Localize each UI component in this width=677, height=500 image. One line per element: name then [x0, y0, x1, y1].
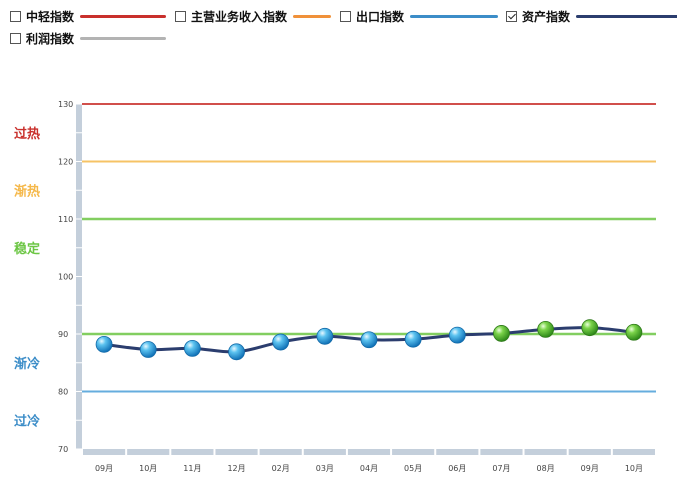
zone-label: 过冷 — [14, 413, 40, 429]
zone-label: 渐冷 — [14, 356, 40, 372]
legend-label: 资产指数 — [522, 9, 571, 24]
y-tick-label: 130 — [58, 100, 73, 109]
zone-label: 稳定 — [14, 241, 40, 257]
y-tick-label: 70 — [58, 445, 68, 454]
data-point[interactable] — [448, 326, 466, 344]
x-axis-segment — [392, 449, 435, 455]
x-tick-label: 09月 — [581, 464, 599, 473]
data-point[interactable] — [581, 319, 599, 337]
data-point[interactable] — [272, 333, 290, 351]
x-tick-label: 05月 — [404, 464, 422, 473]
x-tick-label: 02月 — [272, 464, 290, 473]
series-layer — [95, 319, 643, 361]
x-axis-segment — [215, 449, 258, 455]
y-tick-label: 80 — [58, 388, 68, 397]
legend-checkbox[interactable] — [10, 32, 21, 44]
x-axis-segment — [612, 449, 655, 455]
data-point[interactable] — [493, 325, 510, 342]
data-point[interactable] — [139, 341, 157, 358]
x-tick-label: 07月 — [492, 464, 510, 473]
x-axis-segment — [436, 449, 479, 455]
legend-checkbox[interactable] — [175, 10, 186, 22]
zone-label: 过热 — [14, 126, 40, 142]
x-tick-label: 06月 — [448, 464, 466, 473]
axis-layer: 70 80 90 100 110 120 130 09月 10月 11月 12月 02月 03月 04月 0… — [58, 100, 655, 473]
y-tick-label: 90 — [58, 330, 68, 339]
x-tick-label: 10月 — [625, 464, 643, 473]
data-point[interactable] — [183, 339, 201, 357]
x-axis-segment — [83, 449, 126, 455]
zone-label: 渐热 — [14, 183, 40, 199]
x-tick-label: 09月 — [95, 464, 113, 473]
x-tick-label: 11月 — [183, 464, 201, 473]
data-point[interactable] — [95, 335, 113, 353]
legend-item[interactable]: 中轻指数 — [10, 8, 167, 24]
x-axis-segment — [524, 449, 567, 455]
data-point[interactable] — [228, 343, 245, 361]
data-point[interactable] — [625, 323, 643, 341]
data-point[interactable] — [537, 320, 555, 338]
legend-item[interactable]: 主营业务收入指数 — [175, 8, 332, 24]
legend-checkbox[interactable] — [340, 10, 351, 22]
legend-item[interactable]: 利润指数 — [10, 30, 167, 46]
legend-checkbox[interactable] — [10, 10, 21, 22]
x-axis-segment — [480, 449, 523, 455]
legend-label: 利润指数 — [26, 31, 75, 46]
legend-swatch — [80, 14, 167, 18]
x-axis-segment — [171, 449, 214, 455]
legend-item[interactable]: 资产指数 — [506, 8, 677, 24]
x-tick-label: 03月 — [316, 464, 334, 473]
x-axis-segment — [303, 449, 346, 455]
x-axis-segment — [259, 449, 302, 455]
data-point[interactable] — [316, 327, 334, 345]
chart-legend: 中轻指数 主营业务收入指数 出口指数 资产指数利润指数 — [0, 0, 677, 60]
x-tick-label: 12月 — [227, 464, 245, 473]
x-axis-segment — [568, 449, 611, 455]
legend-label: 主营业务收入指数 — [191, 9, 288, 24]
x-tick-label: 04月 — [360, 464, 378, 473]
data-point[interactable] — [360, 331, 378, 349]
legend-label: 出口指数 — [356, 9, 405, 24]
x-tick-label: 08月 — [537, 464, 555, 473]
x-axis-segment — [127, 449, 170, 455]
legend-swatch — [410, 14, 499, 18]
data-point[interactable] — [404, 330, 422, 348]
legend-swatch — [80, 36, 167, 40]
legend-swatch — [576, 14, 677, 18]
legend-label: 中轻指数 — [26, 9, 75, 24]
y-tick-label: 110 — [58, 215, 73, 224]
x-tick-label: 10月 — [139, 464, 157, 473]
legend-swatch — [293, 14, 332, 18]
x-axis-segment — [347, 449, 391, 455]
legend-checkbox[interactable] — [506, 10, 517, 22]
y-tick-label: 120 — [58, 158, 73, 167]
y-tick-label: 100 — [58, 273, 73, 282]
legend-item[interactable]: 出口指数 — [340, 8, 499, 24]
